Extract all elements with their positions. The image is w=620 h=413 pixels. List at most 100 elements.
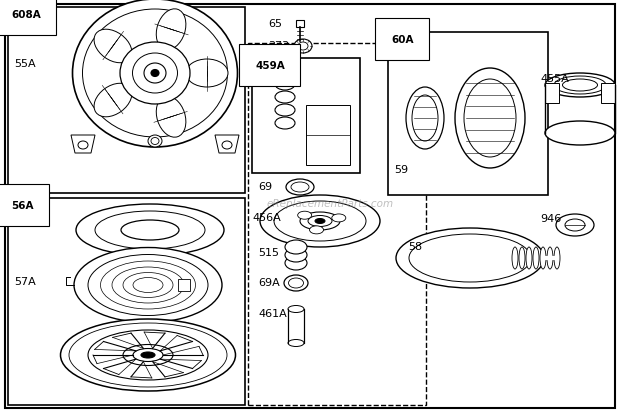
Ellipse shape <box>69 323 227 387</box>
Ellipse shape <box>526 247 532 269</box>
Ellipse shape <box>308 216 332 227</box>
Ellipse shape <box>294 40 312 54</box>
Ellipse shape <box>275 118 295 130</box>
Text: 456A: 456A <box>252 212 281 223</box>
Ellipse shape <box>61 319 236 391</box>
Ellipse shape <box>562 80 598 92</box>
Text: 946: 946 <box>540 214 561 223</box>
Ellipse shape <box>540 247 546 269</box>
Ellipse shape <box>285 248 307 262</box>
Text: 55A: 55A <box>14 59 35 69</box>
Ellipse shape <box>396 228 544 288</box>
Ellipse shape <box>332 214 346 222</box>
Ellipse shape <box>186 60 228 88</box>
Ellipse shape <box>565 219 585 231</box>
Bar <box>388 33 548 195</box>
Ellipse shape <box>95 211 205 249</box>
Ellipse shape <box>274 202 366 242</box>
Ellipse shape <box>512 247 518 269</box>
Text: 608A: 608A <box>11 10 41 20</box>
Ellipse shape <box>151 138 159 145</box>
Text: 373: 373 <box>268 41 289 51</box>
Ellipse shape <box>288 339 304 347</box>
Text: 461A: 461A <box>258 308 287 318</box>
Ellipse shape <box>144 64 166 84</box>
Ellipse shape <box>120 43 190 105</box>
Ellipse shape <box>545 74 615 98</box>
Ellipse shape <box>285 240 307 254</box>
Text: 59: 59 <box>394 165 408 175</box>
Ellipse shape <box>298 43 308 51</box>
Ellipse shape <box>533 247 539 269</box>
Ellipse shape <box>300 212 340 230</box>
Ellipse shape <box>121 221 179 240</box>
Ellipse shape <box>309 226 324 234</box>
Bar <box>545 84 559 104</box>
Ellipse shape <box>275 79 295 91</box>
Ellipse shape <box>222 142 232 150</box>
Ellipse shape <box>133 54 177 94</box>
Bar <box>288 309 304 343</box>
Text: 65: 65 <box>268 19 282 29</box>
Ellipse shape <box>141 352 155 358</box>
Text: 69A: 69A <box>258 277 280 287</box>
Ellipse shape <box>285 256 307 271</box>
Text: 57A: 57A <box>14 276 36 286</box>
Ellipse shape <box>291 183 309 192</box>
Bar <box>8 8 245 194</box>
Ellipse shape <box>133 349 163 362</box>
Ellipse shape <box>547 247 553 269</box>
Ellipse shape <box>286 180 314 195</box>
Ellipse shape <box>78 142 88 150</box>
Text: 60A: 60A <box>391 35 414 45</box>
Bar <box>601 84 615 104</box>
Ellipse shape <box>519 247 525 269</box>
Ellipse shape <box>406 88 444 150</box>
Text: 58: 58 <box>408 242 422 252</box>
Ellipse shape <box>94 30 132 64</box>
Ellipse shape <box>288 306 304 313</box>
Text: 69: 69 <box>258 182 272 192</box>
Ellipse shape <box>288 278 304 288</box>
Text: 515: 515 <box>258 247 279 257</box>
Ellipse shape <box>123 273 173 298</box>
Ellipse shape <box>76 204 224 256</box>
Ellipse shape <box>298 212 312 220</box>
Ellipse shape <box>554 77 606 95</box>
Ellipse shape <box>284 275 308 291</box>
Ellipse shape <box>412 96 438 142</box>
Bar <box>252 59 360 173</box>
Ellipse shape <box>148 136 162 147</box>
Ellipse shape <box>74 248 222 323</box>
Ellipse shape <box>73 0 237 147</box>
Ellipse shape <box>554 247 560 269</box>
Ellipse shape <box>275 105 295 117</box>
Ellipse shape <box>88 255 208 316</box>
Ellipse shape <box>545 122 615 146</box>
Bar <box>8 199 245 405</box>
Ellipse shape <box>156 97 186 138</box>
Text: 455A: 455A <box>540 74 569 84</box>
Bar <box>306 106 350 166</box>
Ellipse shape <box>409 235 531 282</box>
Text: eReplacementParts.com: eReplacementParts.com <box>267 199 394 209</box>
Bar <box>296 21 304 28</box>
Ellipse shape <box>156 10 186 50</box>
Ellipse shape <box>556 214 594 236</box>
Ellipse shape <box>464 80 516 158</box>
Ellipse shape <box>315 219 325 224</box>
Ellipse shape <box>275 92 295 104</box>
Text: 1016: 1016 <box>14 216 42 226</box>
Ellipse shape <box>112 267 184 303</box>
Bar <box>248 44 426 405</box>
Ellipse shape <box>455 69 525 169</box>
Ellipse shape <box>260 195 380 247</box>
Ellipse shape <box>123 345 173 366</box>
Bar <box>178 279 190 291</box>
Text: 56A: 56A <box>11 201 33 211</box>
Ellipse shape <box>151 70 159 77</box>
Ellipse shape <box>88 330 208 380</box>
Ellipse shape <box>100 261 195 309</box>
Text: 459A: 459A <box>255 61 285 71</box>
Ellipse shape <box>94 84 132 118</box>
